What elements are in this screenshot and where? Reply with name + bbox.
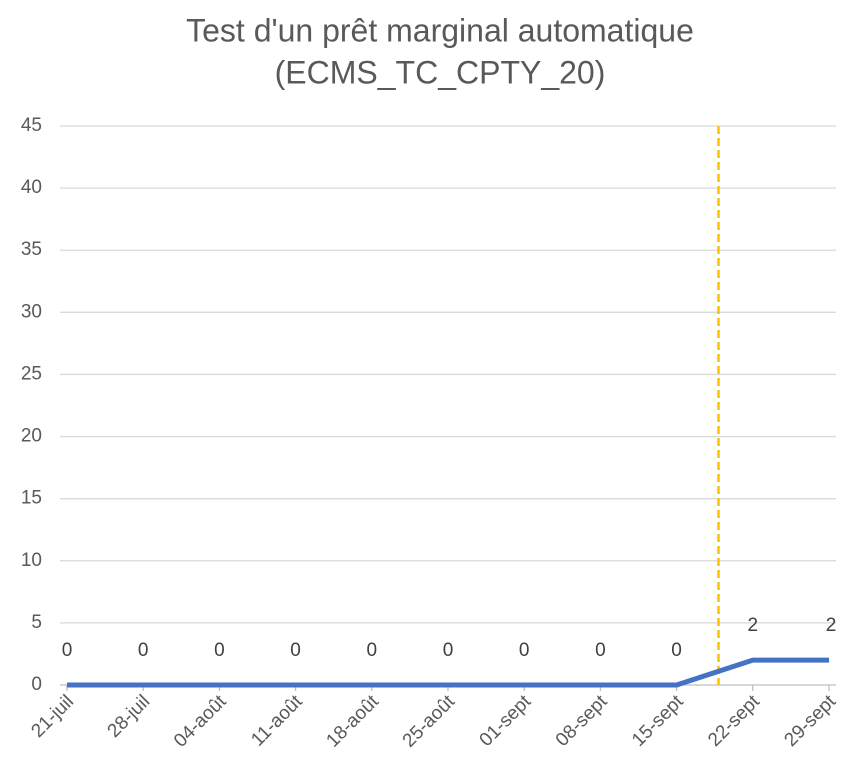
x-tick-label: 22-sept: [704, 691, 764, 751]
data-label: 0: [214, 640, 225, 661]
y-tick-label: 15: [21, 488, 42, 509]
data-label: 0: [290, 640, 301, 661]
chart-title: Test d'un prêt marginal automatique: [186, 12, 694, 48]
data-label: 0: [595, 640, 606, 661]
line: [67, 657, 829, 688]
data-label: 0: [519, 640, 530, 661]
data-label: 0: [138, 640, 149, 661]
y-tick-label: 5: [31, 612, 42, 633]
data-label: 0: [671, 640, 682, 661]
y-tick-label: 30: [21, 301, 42, 322]
data-label: 2: [826, 615, 837, 636]
x-tick-label: 04-août: [170, 691, 231, 752]
x-tick-label: 29-sept: [780, 691, 840, 751]
data-label: 0: [62, 640, 73, 661]
y-tick-label: 0: [31, 674, 42, 695]
data-label: 0: [367, 640, 378, 661]
x-tick-label: 08-sept: [552, 691, 612, 751]
y-tick-label: 45: [21, 115, 42, 136]
x-tick-label: 28-juil: [104, 691, 155, 742]
y-tick-label: 40: [21, 177, 42, 198]
data-label: 0: [443, 640, 454, 661]
y-tick-label: 35: [21, 239, 42, 260]
x-tick-label: 01-sept: [476, 691, 536, 751]
chart-title: (ECMS_TC_CPTY_20): [275, 54, 606, 90]
y-tick-label: 25: [21, 363, 42, 384]
y-tick-label: 20: [21, 426, 42, 447]
x-tick-label: 15-sept: [628, 691, 688, 751]
x-tick-label: 21-juil: [27, 691, 78, 742]
x-tick-label: 25-août: [399, 691, 460, 752]
x-tick-label: 18-août: [322, 691, 383, 752]
data-label: 2: [748, 615, 759, 636]
x-tick-label: 11-août: [247, 691, 307, 751]
y-tick-label: 10: [21, 550, 42, 571]
